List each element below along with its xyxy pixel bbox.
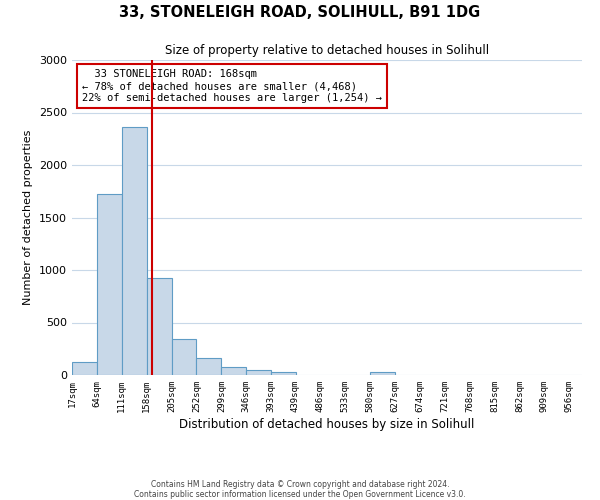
Text: Contains HM Land Registry data © Crown copyright and database right 2024.
Contai: Contains HM Land Registry data © Crown c… <box>134 480 466 499</box>
Bar <box>122 127 146 375</box>
Bar <box>370 372 395 375</box>
Title: Size of property relative to detached houses in Solihull: Size of property relative to detached ho… <box>165 44 489 58</box>
Text: 33 STONELEIGH ROAD: 168sqm  
← 78% of detached houses are smaller (4,468)
22% of: 33 STONELEIGH ROAD: 168sqm ← 78% of deta… <box>82 70 382 102</box>
Bar <box>221 366 246 375</box>
Bar <box>146 278 172 375</box>
Bar <box>271 372 296 375</box>
Text: 33, STONELEIGH ROAD, SOLIHULL, B91 1DG: 33, STONELEIGH ROAD, SOLIHULL, B91 1DG <box>119 5 481 20</box>
Bar <box>97 194 122 375</box>
Bar <box>196 358 221 375</box>
Bar <box>172 340 196 375</box>
Bar <box>246 370 271 375</box>
Bar <box>72 362 97 375</box>
X-axis label: Distribution of detached houses by size in Solihull: Distribution of detached houses by size … <box>179 418 475 430</box>
Y-axis label: Number of detached properties: Number of detached properties <box>23 130 34 305</box>
